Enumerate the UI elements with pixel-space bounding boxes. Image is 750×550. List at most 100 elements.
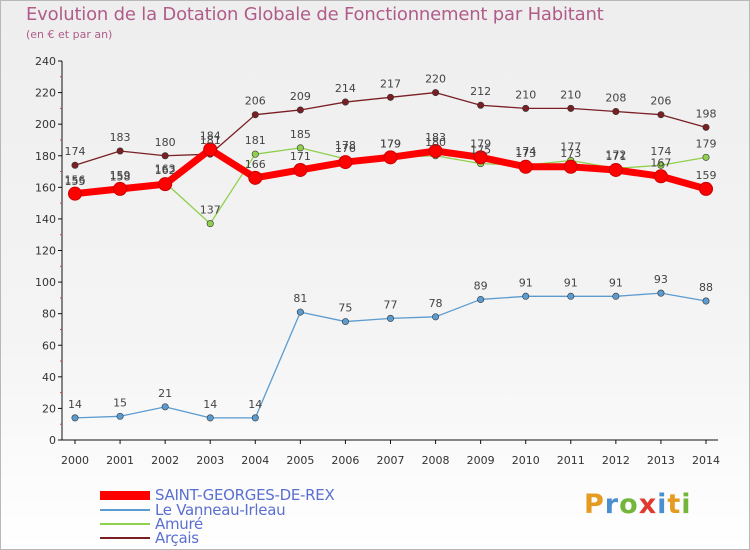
- data-point-saint-georges-de-rex: [428, 144, 443, 159]
- legend-swatch-amure: [100, 523, 150, 525]
- data-label-arcais: 214: [335, 82, 356, 95]
- chart-title: Evolution de la Dotation Globale de Fonc…: [26, 4, 604, 25]
- data-label-saint-georges-de-rex: 167: [650, 156, 671, 169]
- data-label-saint-georges-de-rex: 159: [110, 169, 131, 182]
- data-label-arcais: 217: [380, 77, 401, 90]
- data-point-le-vanneau-irleau: [657, 289, 665, 297]
- y-tick-label: 0: [49, 434, 56, 447]
- x-tick-label: 2008: [422, 454, 450, 467]
- data-label-saint-georges-de-rex: 176: [335, 142, 356, 155]
- x-tick-label: 2001: [106, 454, 134, 467]
- data-label-le-vanneau-irleau: 78: [429, 297, 443, 310]
- legend-label-amure: Amuré: [155, 515, 203, 533]
- data-point-arcais: [567, 104, 575, 112]
- data-point-amure: [657, 161, 665, 169]
- data-label-saint-georges-de-rex: 173: [515, 147, 536, 160]
- data-point-le-vanneau-irleau: [432, 313, 440, 321]
- data-label-amure: 180: [425, 136, 446, 149]
- data-point-le-vanneau-irleau: [567, 292, 575, 300]
- data-label-arcais: 220: [425, 73, 446, 86]
- data-point-saint-georges-de-rex: [338, 155, 353, 170]
- data-point-saint-georges-de-rex: [473, 150, 488, 165]
- data-point-le-vanneau-irleau: [612, 292, 620, 300]
- data-point-le-vanneau-irleau: [341, 318, 349, 326]
- data-label-arcais: 208: [605, 92, 626, 105]
- data-point-le-vanneau-irleau: [296, 308, 304, 316]
- data-point-le-vanneau-irleau: [116, 412, 124, 420]
- data-label-le-vanneau-irleau: 91: [609, 276, 623, 289]
- data-label-arcais: 181: [200, 134, 221, 147]
- data-point-arcais: [702, 123, 710, 131]
- data-label-saint-georges-de-rex: 159: [696, 169, 717, 182]
- data-point-arcais: [432, 89, 440, 97]
- data-point-arcais: [71, 161, 79, 169]
- y-tick-label: 60: [42, 339, 56, 352]
- data-point-arcais: [341, 98, 349, 106]
- y-tick-label: 160: [35, 181, 56, 194]
- data-point-amure: [702, 153, 710, 161]
- data-point-amure: [296, 144, 304, 152]
- data-label-le-vanneau-irleau: 75: [338, 302, 352, 315]
- logo-letter: i: [657, 489, 668, 520]
- proxiti-logo: Proxiti: [584, 489, 692, 520]
- data-label-saint-georges-de-rex: 171: [290, 150, 311, 163]
- data-label-amure: 179: [380, 137, 401, 150]
- data-point-le-vanneau-irleau: [522, 292, 530, 300]
- data-label-amure: 174: [515, 145, 536, 158]
- data-point-arcais: [657, 111, 665, 119]
- data-point-arcais: [251, 111, 259, 119]
- x-tick-label: 2013: [647, 454, 675, 467]
- data-label-le-vanneau-irleau: 91: [519, 276, 533, 289]
- data-label-arcais: 180: [155, 136, 176, 149]
- data-label-le-vanneau-irleau: 14: [203, 398, 217, 411]
- data-point-arcais: [477, 101, 485, 109]
- data-label-arcais: 212: [470, 85, 491, 98]
- data-point-saint-georges-de-rex: [653, 169, 668, 184]
- data-point-arcais: [296, 106, 304, 114]
- data-label-amure: 163: [155, 163, 176, 176]
- data-label-saint-georges-de-rex: 179: [470, 137, 491, 150]
- data-label-le-vanneau-irleau: 88: [699, 281, 713, 294]
- data-point-saint-georges-de-rex: [293, 162, 308, 177]
- legend-label-saint-georges: SAINT-GEORGES-DE-REX: [155, 486, 335, 504]
- data-label-amure: 172: [605, 148, 626, 161]
- data-label-saint-georges-de-rex: 166: [245, 158, 266, 171]
- data-point-le-vanneau-irleau: [251, 414, 259, 422]
- y-tick-label: 140: [35, 213, 56, 226]
- x-tick-label: 2006: [331, 454, 359, 467]
- logo-letter: t: [667, 489, 682, 520]
- legend-swatch-saint-georges: [100, 490, 150, 500]
- data-label-saint-georges-de-rex: 171: [605, 150, 626, 163]
- y-tick-label: 220: [35, 87, 56, 100]
- data-label-arcais: 206: [245, 95, 266, 108]
- data-label-amure: 155: [65, 175, 86, 188]
- data-point-arcais: [386, 93, 394, 101]
- logo-letter: i: [681, 489, 692, 520]
- legend-item-arcais: Arçais: [100, 529, 199, 547]
- data-label-amure: 137: [200, 204, 221, 217]
- data-label-saint-georges-de-rex: 179: [380, 137, 401, 150]
- data-label-amure: 174: [650, 145, 671, 158]
- data-point-saint-georges-de-rex: [518, 159, 533, 174]
- legend-label-vanneau-irleau: Le Vanneau-Irleau: [155, 501, 286, 519]
- x-tick-label: 2005: [286, 454, 314, 467]
- data-point-amure: [251, 150, 259, 158]
- y-tick-label: 40: [42, 371, 56, 384]
- legend-swatch-vanneau-irleau: [100, 509, 150, 511]
- chart-subtitle: (en € et par an): [26, 28, 113, 41]
- data-point-saint-georges-de-rex: [113, 181, 128, 196]
- data-point-le-vanneau-irleau: [702, 297, 710, 305]
- data-point-saint-georges-de-rex: [699, 181, 713, 196]
- data-label-arcais: 174: [65, 145, 86, 158]
- data-point-saint-georges-de-rex: [248, 170, 263, 185]
- data-label-le-vanneau-irleau: 93: [654, 273, 668, 286]
- x-tick-label: 2012: [602, 454, 630, 467]
- y-tick-label: 80: [42, 308, 56, 321]
- logo-letter: o: [619, 489, 639, 520]
- data-label-le-vanneau-irleau: 14: [248, 398, 262, 411]
- x-tick-label: 2003: [196, 454, 224, 467]
- legend-label-arcais: Arçais: [155, 529, 199, 547]
- data-point-arcais: [116, 147, 124, 155]
- logo-letter: r: [604, 489, 620, 520]
